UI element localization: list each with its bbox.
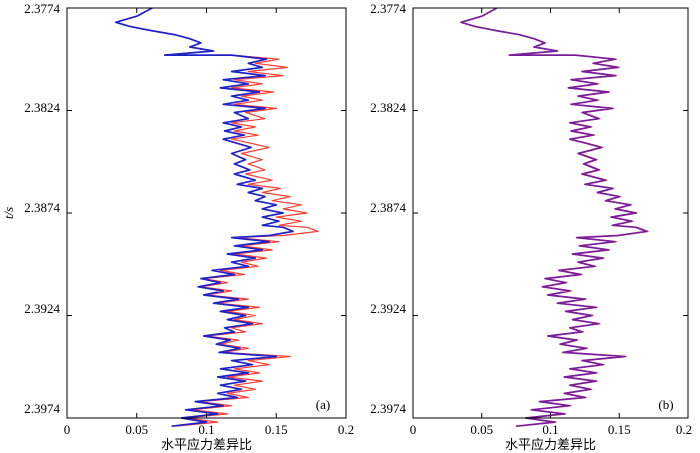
series-line-a-2 bbox=[114, 7, 294, 428]
x-tick-label: 0.2 bbox=[676, 422, 692, 437]
panel-label-a: (a) bbox=[316, 397, 330, 412]
x-axis-label-a: 水平应力差异比 bbox=[161, 437, 252, 453]
x-tick-label: 0 bbox=[410, 422, 417, 437]
ticks-b bbox=[412, 7, 689, 419]
x-axis-label-b: 水平应力差异比 bbox=[505, 437, 596, 453]
x-tick-label: 0.05 bbox=[125, 422, 148, 437]
series-line-b-1 bbox=[460, 7, 649, 427]
y-tick-label: 2.3774 bbox=[24, 1, 60, 16]
x-tick-label: 0.1 bbox=[542, 422, 558, 437]
series-line-b-2 bbox=[460, 7, 648, 428]
y-tick-label: 2.3774 bbox=[370, 1, 406, 16]
y-tick-label: 2.3874 bbox=[370, 200, 406, 215]
ticks-a bbox=[66, 7, 347, 419]
x-tick-label: 0.15 bbox=[265, 422, 288, 437]
y-tick-label: 2.3824 bbox=[24, 100, 60, 115]
x-tick-label: 0.2 bbox=[338, 422, 354, 437]
x-tick-label: 0.15 bbox=[608, 422, 631, 437]
panel-label-b: (b) bbox=[658, 397, 673, 412]
panel-b: 2.3774 2.3824 2.3874 2.3924 2.3974 0 0.0… bbox=[370, 1, 692, 453]
y-tick-label: 2.3924 bbox=[370, 301, 406, 316]
x-tick-label: 0.05 bbox=[470, 422, 493, 437]
axes-frame-b bbox=[412, 7, 689, 419]
plot-area-b bbox=[460, 7, 649, 428]
x-tick-label: 0 bbox=[64, 422, 71, 437]
x-tick-label: 0.1 bbox=[198, 422, 214, 437]
series-line-a-1 bbox=[115, 7, 319, 427]
y-tick-label: 2.3924 bbox=[24, 301, 60, 316]
y-axis-label: t/s bbox=[1, 207, 16, 219]
y-tick-label: 2.3974 bbox=[370, 401, 406, 416]
y-tick-label: 2.3824 bbox=[370, 100, 406, 115]
y-tick-label: 2.3874 bbox=[24, 200, 60, 215]
y-tick-label: 2.3974 bbox=[24, 401, 60, 416]
plot-area-a bbox=[114, 7, 319, 428]
panel-a: 2.3774 2.3824 2.3874 2.3924 2.3974 0 0.0… bbox=[1, 1, 354, 453]
